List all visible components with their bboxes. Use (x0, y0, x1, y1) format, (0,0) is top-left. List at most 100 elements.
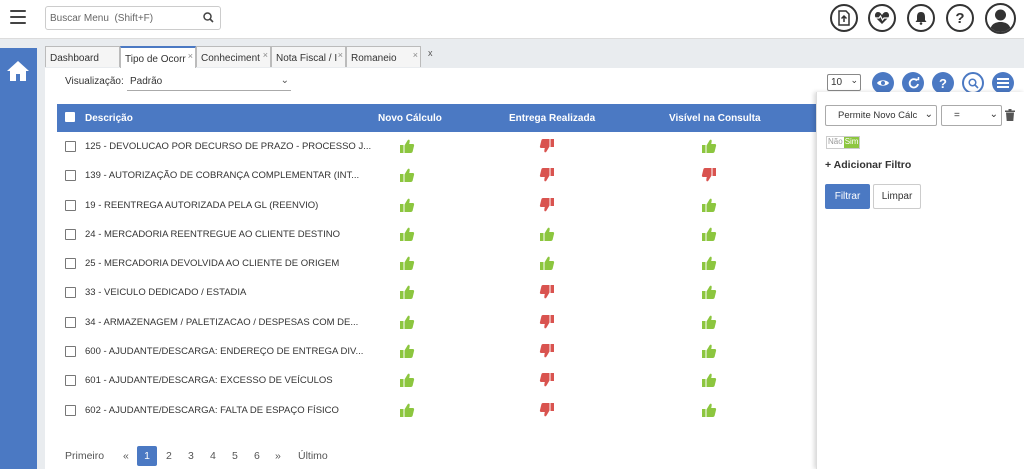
trash-icon[interactable] (1005, 109, 1015, 124)
row-checkbox[interactable] (65, 228, 76, 240)
tab-nota-fiscal[interactable]: Nota Fiscal / I × (271, 46, 346, 67)
tab-dashboard[interactable]: Dashboard (45, 46, 120, 67)
thumbs-up-icon (702, 256, 717, 271)
table-row[interactable]: 25 - MERCADORIA DEVOLVIDA AO CLIENTE DE … (57, 249, 817, 278)
thumbs-up-icon (702, 198, 717, 212)
page-4-link[interactable]: 4 (210, 450, 216, 462)
table-row[interactable]: 139 - AUTORIZAÇÃO DE COBRANÇA COMPLEMENT… (57, 161, 817, 190)
close-icon[interactable]: × (412, 50, 418, 60)
entrega-realizada-cell (539, 226, 555, 245)
filter-value-toggle[interactable]: Não Sim (826, 136, 861, 149)
table-row[interactable]: 601 - AJUDANTE/DESCARGA: EXCESSO DE VEÍC… (57, 366, 817, 395)
column-header-descricao[interactable]: Descrição (85, 113, 133, 124)
row-checkbox[interactable] (65, 375, 76, 387)
page-size-select[interactable]: 10 ⌄ (827, 74, 861, 91)
toggle-option-sim[interactable]: Sim (843, 137, 860, 148)
close-icon[interactable]: × (187, 51, 193, 61)
search-icon[interactable] (203, 12, 214, 26)
page-2-link[interactable]: 2 (166, 450, 172, 462)
chevron-down-icon: ⌄ (989, 109, 998, 120)
thumbs-up-icon (400, 373, 415, 388)
notifications-button[interactable] (907, 4, 935, 32)
refresh-button[interactable] (902, 72, 924, 94)
table-body: 125 - DEVOLUCAO POR DECURSO DE PRAZO - P… (57, 132, 817, 425)
first-page-link[interactable]: Primeiro (65, 450, 105, 462)
visivel-consulta-cell (701, 314, 717, 333)
filter-operator-select[interactable]: = ⌄ (941, 105, 1002, 126)
entrega-realizada-cell (539, 255, 555, 274)
filter-button[interactable]: Filtrar (825, 184, 870, 209)
refresh-icon (908, 76, 919, 88)
row-checkbox[interactable] (65, 316, 76, 328)
user-icon (990, 9, 1011, 32)
column-header-visivel-consulta[interactable]: Visível na Consulta (669, 113, 761, 124)
column-header-entrega-realizada[interactable]: Entrega Realizada (509, 113, 596, 124)
visivel-consulta-cell (701, 343, 717, 362)
tab-tipo-de-ocorrencia[interactable]: Tipo de Ocorr × (120, 46, 196, 68)
row-description: 24 - MERCADORIA REENTREGUE AO CLIENTE DE… (85, 228, 340, 240)
menu-icon[interactable] (10, 10, 26, 24)
last-page-link[interactable]: Último (298, 450, 328, 462)
add-filter-link[interactable]: + Adicionar Filtro (825, 159, 912, 171)
row-checkbox[interactable] (65, 287, 76, 299)
visivel-consulta-cell (701, 197, 717, 216)
row-checkbox[interactable] (65, 141, 76, 152)
thumbs-down-icon (539, 197, 554, 211)
help-button[interactable]: ? (932, 72, 954, 94)
visivel-consulta-cell (701, 138, 717, 157)
row-description: 33 - VEICULO DEDICADO / ESTADIA (85, 287, 247, 299)
eye-icon (877, 80, 889, 86)
avatar[interactable] (985, 3, 1016, 34)
next-page-link[interactable]: » (275, 450, 281, 462)
row-checkbox[interactable] (65, 170, 76, 182)
help-button[interactable]: ? (946, 4, 974, 32)
filter-field-select[interactable]: Permite Novo Cálc ⌄ (825, 105, 937, 126)
thumbs-up-icon (702, 315, 717, 329)
entrega-realizada-cell (539, 284, 555, 303)
table-header: Descrição Novo Cálculo Entrega Realizada… (57, 104, 817, 132)
toggle-option-nao[interactable]: Não (828, 137, 843, 146)
row-description: 600 - AJUDANTE/DESCARGA: ENDEREÇO DE ENT… (85, 346, 364, 358)
table-row[interactable]: 34 - ARMAZENAGEM / PALETIZACAO / DESPESA… (57, 308, 817, 337)
table-row[interactable]: 19 - REENTREGA AUTORIZADA PELA GL (REENV… (57, 191, 817, 220)
close-all-tabs-icon[interactable]: x (428, 48, 433, 58)
table-row[interactable]: 24 - MERCADORIA REENTREGUE AO CLIENTE DE… (57, 220, 817, 249)
filter-field-value: Permite Novo Cálc (838, 110, 918, 121)
select-all-checkbox[interactable] (65, 112, 75, 122)
row-description: 34 - ARMAZENAGEM / PALETIZACAO / DESPESA… (85, 316, 359, 328)
table-row[interactable]: 33 - VEICULO DEDICADO / ESTADIA (57, 278, 817, 307)
search-button[interactable] (962, 72, 984, 94)
prev-page-link[interactable]: « (123, 450, 129, 462)
row-checkbox[interactable] (65, 258, 76, 270)
visualizacao-select[interactable]: Padrão ⌄ (127, 73, 291, 91)
novo-calculo-cell (399, 402, 415, 421)
page-1-link[interactable]: 1 (137, 446, 157, 466)
upload-document-button[interactable] (830, 4, 858, 32)
page-6-link[interactable]: 6 (254, 450, 260, 462)
health-button[interactable] (868, 4, 896, 32)
page-3-link[interactable]: 3 (188, 450, 194, 462)
entrega-realizada-cell (539, 402, 555, 421)
tab-romaneio[interactable]: Romaneio × (346, 46, 421, 67)
tab-conhecimento[interactable]: Conheciment × (196, 46, 271, 67)
row-description: 19 - REENTREGA AUTORIZADA PELA GL (REENV… (85, 199, 319, 211)
options-menu-button[interactable] (992, 72, 1014, 94)
search-icon (967, 77, 979, 89)
thumbs-up-icon (702, 403, 717, 417)
visivel-consulta-cell (701, 284, 717, 303)
row-checkbox[interactable] (65, 346, 76, 358)
row-checkbox[interactable] (65, 404, 76, 416)
column-header-novo-calculo[interactable]: Novo Cálculo (378, 113, 442, 124)
page-5-link[interactable]: 5 (232, 450, 238, 462)
tab-label: Romaneio (351, 53, 397, 64)
clear-button[interactable]: Limpar (873, 184, 921, 209)
search-input[interactable] (50, 8, 200, 28)
home-icon[interactable] (6, 60, 30, 85)
table-row[interactable]: 600 - AJUDANTE/DESCARGA: ENDEREÇO DE ENT… (57, 337, 817, 366)
row-checkbox[interactable] (65, 199, 76, 211)
view-button[interactable] (872, 72, 894, 94)
close-icon[interactable]: × (262, 50, 268, 60)
close-icon[interactable]: × (337, 50, 343, 60)
table-row[interactable]: 602 - AJUDANTE/DESCARGA: FALTA DE ESPAÇO… (57, 396, 817, 425)
table-row[interactable]: 125 - DEVOLUCAO POR DECURSO DE PRAZO - P… (57, 132, 817, 161)
